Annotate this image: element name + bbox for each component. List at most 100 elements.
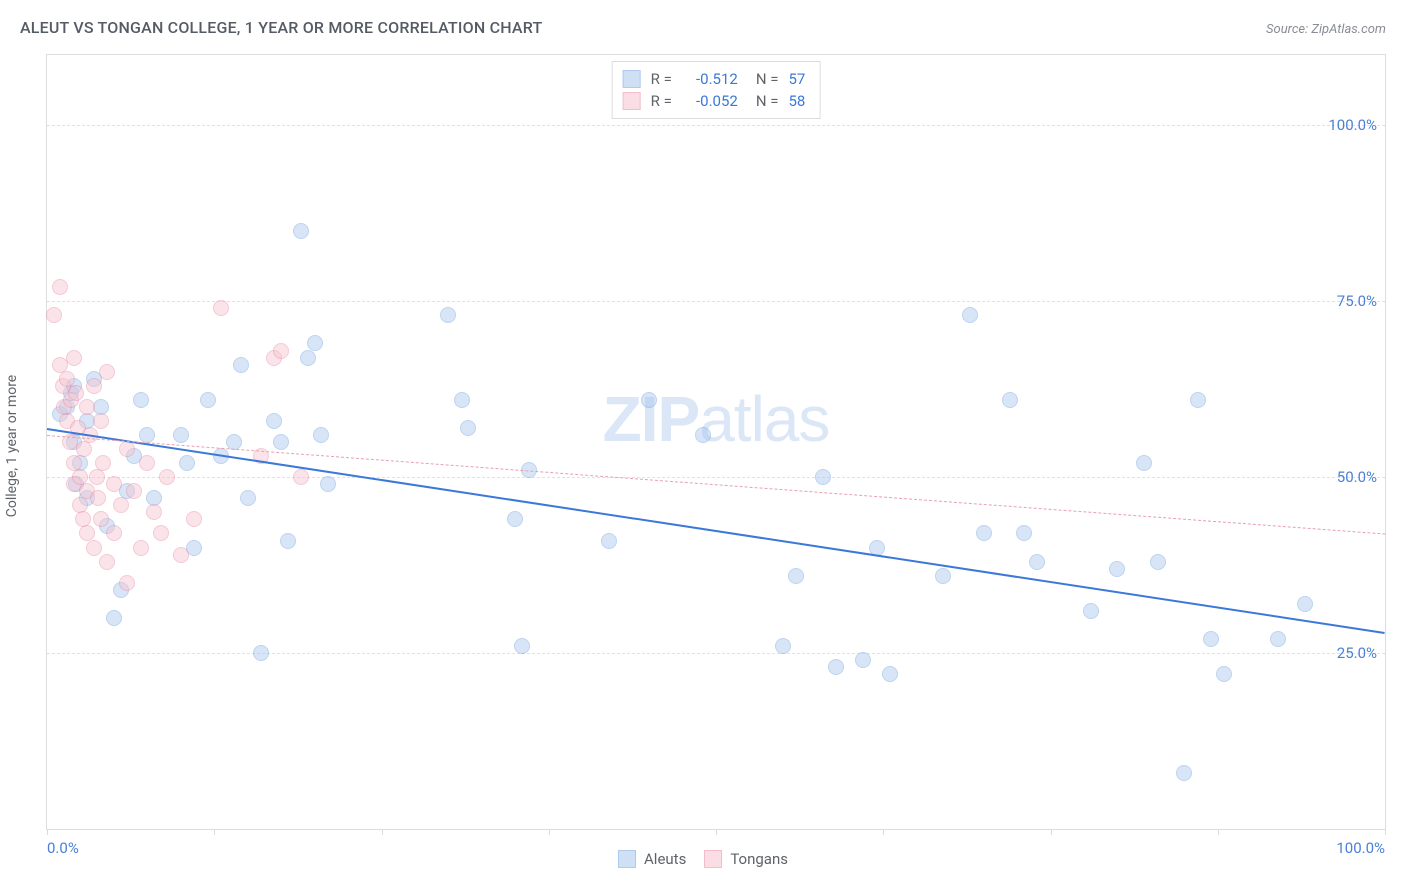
scatter-point bbox=[695, 427, 711, 443]
series-legend: Aleuts Tongans bbox=[618, 850, 788, 868]
r-value: -0.052 bbox=[682, 92, 738, 110]
x-tick bbox=[47, 829, 48, 835]
scatter-point bbox=[186, 511, 202, 527]
scatter-point bbox=[320, 476, 336, 492]
scatter-point bbox=[119, 441, 135, 457]
r-label: R = bbox=[651, 92, 672, 110]
y-tick-label: 100.0% bbox=[1328, 116, 1377, 134]
scatter-point bbox=[601, 533, 617, 549]
x-tick bbox=[214, 829, 215, 835]
chart-container: ALEUT VS TONGAN COLLEGE, 1 YEAR OR MORE … bbox=[0, 0, 1406, 892]
scatter-point bbox=[52, 279, 68, 295]
scatter-point bbox=[815, 469, 831, 485]
y-axis-label: College, 1 year or more bbox=[4, 375, 20, 517]
series-swatch bbox=[623, 70, 641, 88]
y-tick-label: 25.0% bbox=[1337, 644, 1377, 662]
info-box-row: R = -0.512 N = 57 bbox=[623, 68, 806, 90]
scatter-point bbox=[1150, 554, 1166, 570]
scatter-point bbox=[253, 645, 269, 661]
x-tick bbox=[1385, 829, 1386, 835]
scatter-point bbox=[126, 483, 142, 499]
legend-item: Tongans bbox=[704, 850, 788, 868]
scatter-point bbox=[79, 399, 95, 415]
scatter-point bbox=[1016, 525, 1032, 541]
n-value: 57 bbox=[788, 70, 805, 88]
scatter-point bbox=[273, 343, 289, 359]
x-tick bbox=[716, 829, 717, 835]
scatter-point bbox=[113, 497, 129, 513]
scatter-point bbox=[507, 511, 523, 527]
scatter-point bbox=[1216, 666, 1232, 682]
scatter-point bbox=[173, 427, 189, 443]
watermark-light: atlas bbox=[699, 383, 829, 455]
gridline bbox=[47, 653, 1385, 654]
scatter-point bbox=[68, 385, 84, 401]
scatter-point bbox=[66, 350, 82, 366]
scatter-point bbox=[1190, 392, 1206, 408]
gridline bbox=[47, 125, 1385, 126]
legend-label: Aleuts bbox=[644, 850, 686, 868]
plot-area: ZIPatlas R =-0.512N =57R =-0.052N =58 0.… bbox=[46, 54, 1386, 830]
trend-line bbox=[47, 428, 1385, 634]
scatter-point bbox=[828, 659, 844, 675]
series-swatch bbox=[623, 92, 641, 110]
scatter-point bbox=[788, 568, 804, 584]
r-value: -0.512 bbox=[682, 70, 738, 88]
scatter-point bbox=[1109, 561, 1125, 577]
scatter-point bbox=[139, 455, 155, 471]
scatter-point bbox=[1136, 455, 1152, 471]
scatter-point bbox=[1297, 596, 1313, 612]
scatter-point bbox=[935, 568, 951, 584]
x-axis-max-label: 100.0% bbox=[1336, 839, 1385, 857]
scatter-point bbox=[106, 476, 122, 492]
title-bar: ALEUT VS TONGAN COLLEGE, 1 YEAR OR MORE … bbox=[20, 18, 1386, 37]
x-tick bbox=[1051, 829, 1052, 835]
x-axis-min-label: 0.0% bbox=[47, 839, 79, 857]
scatter-point bbox=[293, 469, 309, 485]
scatter-point bbox=[1203, 631, 1219, 647]
gridline bbox=[47, 301, 1385, 302]
scatter-point bbox=[106, 610, 122, 626]
scatter-point bbox=[139, 427, 155, 443]
scatter-point bbox=[93, 511, 109, 527]
n-label: N = bbox=[756, 92, 779, 110]
scatter-point bbox=[86, 540, 102, 556]
scatter-point bbox=[173, 547, 189, 563]
r-label: R = bbox=[651, 70, 672, 88]
scatter-point bbox=[99, 364, 115, 380]
scatter-point bbox=[106, 525, 122, 541]
legend-label: Tongans bbox=[730, 850, 788, 868]
scatter-point bbox=[233, 357, 249, 373]
scatter-point bbox=[313, 427, 329, 443]
scatter-point bbox=[454, 392, 470, 408]
y-tick-label: 50.0% bbox=[1337, 468, 1377, 486]
scatter-point bbox=[86, 378, 102, 394]
series-swatch bbox=[704, 850, 722, 868]
scatter-point bbox=[240, 490, 256, 506]
scatter-point bbox=[273, 434, 289, 450]
scatter-point bbox=[133, 392, 149, 408]
scatter-point bbox=[99, 554, 115, 570]
scatter-point bbox=[266, 413, 282, 429]
scatter-point bbox=[300, 350, 316, 366]
series-swatch bbox=[618, 850, 636, 868]
scatter-point bbox=[962, 307, 978, 323]
scatter-point bbox=[293, 223, 309, 239]
scatter-point bbox=[146, 504, 162, 520]
scatter-point bbox=[93, 413, 109, 429]
scatter-point bbox=[775, 638, 791, 654]
x-tick bbox=[549, 829, 550, 835]
gridline bbox=[47, 477, 1385, 478]
scatter-point bbox=[1176, 765, 1192, 781]
scatter-point bbox=[1270, 631, 1286, 647]
correlation-info-box: R =-0.512N =57R =-0.052N =58 bbox=[612, 61, 821, 119]
x-tick bbox=[883, 829, 884, 835]
n-label: N = bbox=[756, 70, 779, 88]
info-box-row: R =-0.052N =58 bbox=[623, 90, 806, 112]
scatter-point bbox=[1002, 392, 1018, 408]
scatter-point bbox=[159, 469, 175, 485]
scatter-point bbox=[213, 300, 229, 316]
scatter-point bbox=[153, 525, 169, 541]
scatter-point bbox=[641, 392, 657, 408]
chart-title: ALEUT VS TONGAN COLLEGE, 1 YEAR OR MORE … bbox=[20, 18, 542, 37]
